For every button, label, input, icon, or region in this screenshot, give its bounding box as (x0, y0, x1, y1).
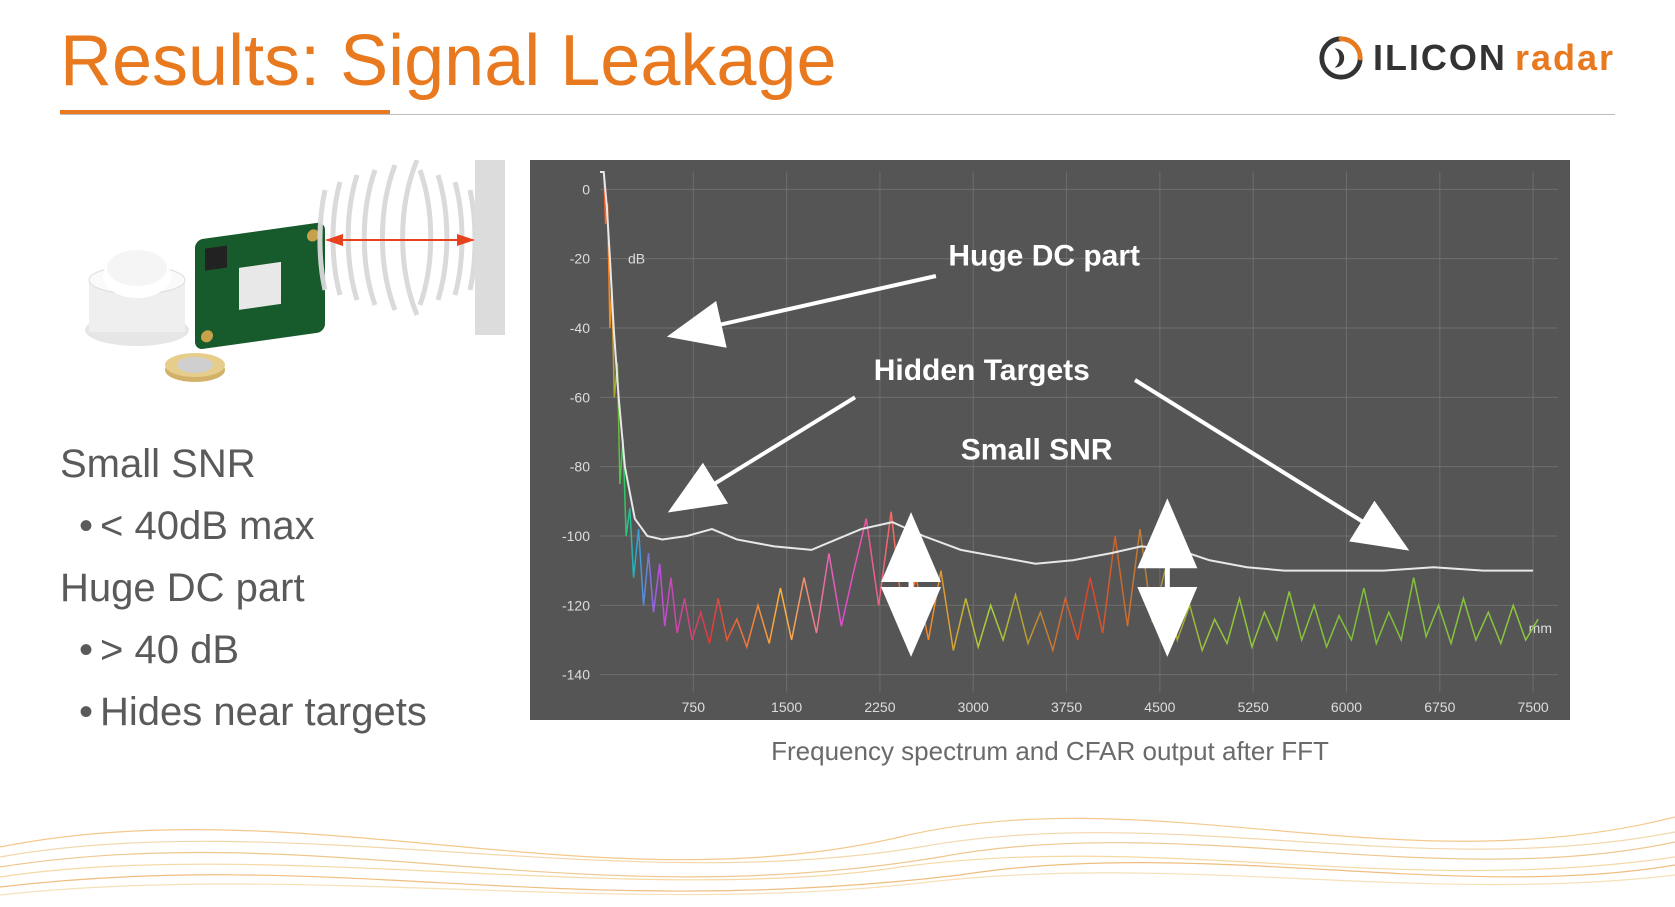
svg-text:Huge DC part: Huge DC part (948, 240, 1140, 273)
svg-text:6750: 6750 (1424, 699, 1455, 715)
radar-module-illustration (75, 160, 505, 410)
svg-text:5250: 5250 (1238, 699, 1269, 715)
title-thinline (60, 114, 1615, 115)
logo-text-2: radar (1515, 37, 1615, 79)
logo-icon (1317, 34, 1365, 82)
chart-svg: 0 -20 -40 -60 -80 -100 -120 -140 750 1500 2250 3000… (530, 160, 1570, 720)
spectrum-chart: 0 -20 -40 -60 -80 -100 -120 -140 750 1500 2250 3000… (530, 160, 1570, 720)
svg-text:-120: -120 (562, 597, 590, 613)
svg-text:0: 0 (582, 181, 590, 197)
svg-text:750: 750 (682, 699, 706, 715)
page-title: Results: Signal Leakage (60, 20, 837, 102)
logo-text-1: ILICON (1373, 37, 1507, 79)
bullet-heading-dc: Huge DC part (60, 560, 520, 616)
svg-text:-100: -100 (562, 528, 590, 544)
svg-text:Small SNR: Small SNR (961, 434, 1113, 467)
bullet-item-2: > 40 dB (106, 622, 520, 678)
svg-text:6000: 6000 (1331, 699, 1362, 715)
svg-text:4500: 4500 (1144, 699, 1175, 715)
svg-text:1500: 1500 (771, 699, 802, 715)
svg-text:3750: 3750 (1051, 699, 1082, 715)
bullet-item-3: Hides near targets (106, 684, 520, 740)
svg-text:dB: dB (628, 251, 645, 267)
svg-text:-60: -60 (570, 389, 590, 405)
chart-container: 0 -20 -40 -60 -80 -100 -120 -140 750 1500 2250 3000… (530, 160, 1570, 767)
bullet-item-1: < 40dB max (106, 498, 520, 554)
svg-text:-40: -40 (570, 320, 590, 336)
svg-text:-140: -140 (562, 667, 590, 683)
svg-text:-80: -80 (570, 459, 590, 475)
slide: Results: Signal Leakage ILICON radar (0, 0, 1675, 907)
bullet-list: Small SNR < 40dB max Huge DC part > 40 d… (60, 430, 520, 746)
chart-caption: Frequency spectrum and CFAR output after… (530, 736, 1570, 767)
svg-text:2250: 2250 (864, 699, 895, 715)
svg-text:Hidden Targets: Hidden Targets (874, 354, 1090, 387)
svg-text:-20: -20 (570, 251, 590, 267)
brand-logo: ILICON radar (1317, 30, 1615, 86)
svg-text:3000: 3000 (958, 699, 989, 715)
svg-text:7500: 7500 (1518, 699, 1549, 715)
bullet-heading-snr: Small SNR (60, 436, 520, 492)
